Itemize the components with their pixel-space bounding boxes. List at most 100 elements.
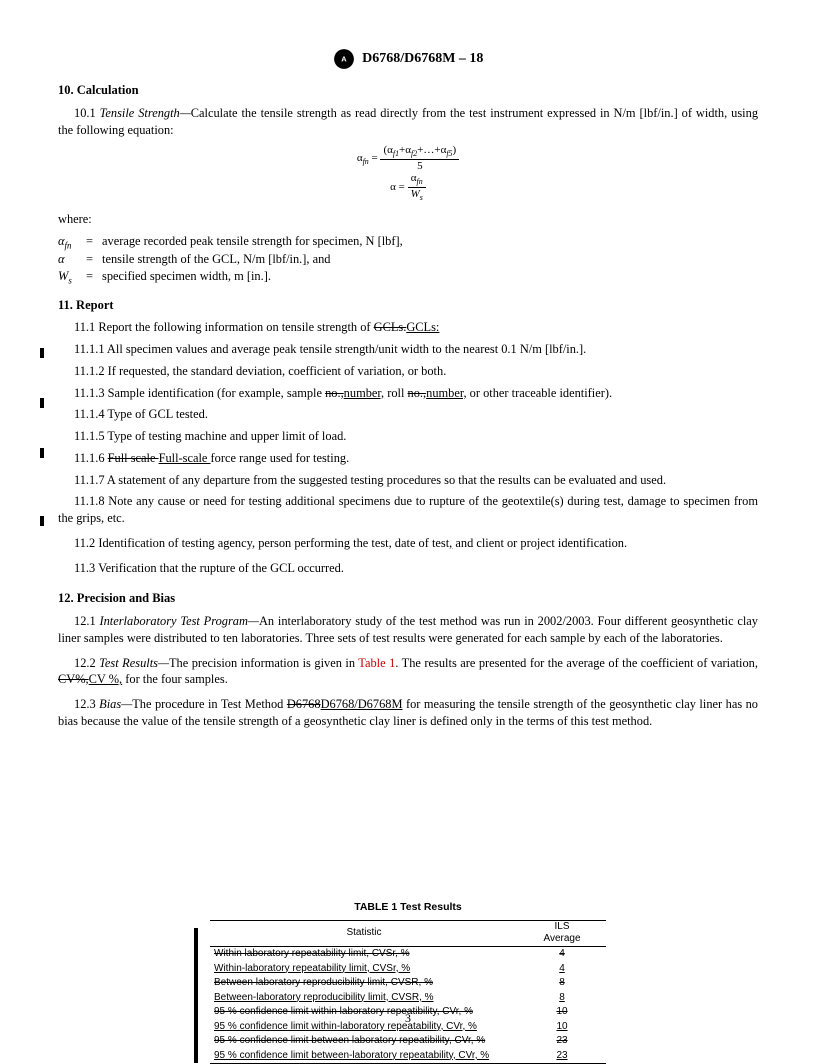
term: Tensile Strength—: [100, 106, 191, 120]
change-bar: [40, 398, 44, 408]
para-11-1-1: 11.1.1 All specimen values and average p…: [58, 341, 758, 358]
t: +α: [399, 144, 411, 156]
strike: GCLs.: [374, 320, 407, 334]
under: Full-scale: [159, 451, 211, 465]
t: ): [453, 144, 457, 156]
change-bar: [40, 516, 44, 526]
cell-statistic: Within-laboratory repeatability limit, C…: [210, 961, 518, 976]
n: 12.3: [74, 697, 99, 711]
cell-value: 8: [518, 990, 606, 1005]
where-row: Ws = specified specimen width, m [in.].: [58, 268, 758, 287]
cell-statistic: Within laboratory repeatability limit, C…: [210, 946, 518, 961]
t: ILSAverage: [543, 921, 580, 944]
sub: fn: [363, 157, 369, 166]
strike: no.,: [325, 386, 344, 400]
n: 12.1: [74, 614, 99, 628]
where-row: αfn = average recorded peak tensile stre…: [58, 233, 758, 252]
table-1-title: TABLE 1 Test Results: [210, 900, 606, 914]
def: specified specimen width, m [in.].: [102, 268, 758, 287]
table-1-wrap: TABLE 1 Test Results Statistic ILSAverag…: [210, 900, 606, 1064]
section-11-head: 11. Report: [58, 297, 758, 314]
sub: s: [68, 276, 71, 286]
eq: =: [86, 268, 102, 287]
para-10-1: 10.1 Tensile Strength—Calculate the tens…: [58, 105, 758, 138]
para-11-1-4: 11.1.4 Type of GCL tested.: [58, 406, 758, 423]
table-row: Within-laboratory repeatability limit, C…: [210, 961, 606, 976]
sym: α: [58, 251, 86, 268]
table-row: Between laboratory reproducibility limit…: [210, 976, 606, 991]
term: Interlaboratory Test Program—: [99, 614, 258, 628]
table-row: Within laboratory repeatability limit, C…: [210, 946, 606, 961]
strike: D6768: [287, 697, 321, 711]
under: GCLs:: [406, 320, 439, 334]
table-1-body: Within laboratory repeatability limit, C…: [210, 946, 606, 1063]
cell-statistic: 95 % confidence limit between laboratory…: [210, 1034, 518, 1049]
para-11-1-8: 11.1.8 Note any cause or need for testin…: [58, 493, 758, 526]
para-12-2: 12.2 Test Results—The precision informat…: [58, 655, 758, 688]
den: 5: [380, 160, 459, 172]
def: average recorded peak tensile strength f…: [102, 233, 758, 252]
where-row: α = tensile strength of the GCL, N/m [lb…: [58, 251, 758, 268]
designation: D6768/D6768M – 18: [362, 51, 483, 66]
strike: no.,: [408, 386, 427, 400]
change-bar: [40, 448, 44, 458]
under: D6768/D6768M: [321, 697, 403, 711]
cell-value: 8: [518, 976, 606, 991]
t: roll: [384, 386, 407, 400]
table-row: Between-laboratory reproducibility limit…: [210, 990, 606, 1005]
t: 11.1 Report the following information on…: [74, 320, 374, 334]
under: number,: [344, 386, 384, 400]
t: . The results are presented for the aver…: [395, 656, 758, 670]
cell-value: 23: [518, 1034, 606, 1049]
t: for the four samples.: [122, 672, 228, 686]
para-12-1: 12.1 Interlaboratory Test Program—An int…: [58, 613, 758, 646]
page-header: A D6768/D6768M – 18: [58, 48, 758, 70]
para-11-3: 11.3 Verification that the rupture of th…: [58, 560, 758, 577]
cell-statistic: Between laboratory reproducibility limit…: [210, 976, 518, 991]
lhs: α =: [390, 181, 405, 193]
para-11-1-5: 11.1.5 Type of testing machine and upper…: [58, 428, 758, 445]
sym: W: [58, 269, 68, 283]
para-11-1-3: 11.1.3 Sample identification (for exampl…: [58, 385, 758, 402]
eq: =: [86, 251, 102, 268]
table-row: 95 % confidence limit between laboratory…: [210, 1034, 606, 1049]
col-statistic: Statistic: [210, 920, 518, 946]
table-1: Statistic ILSAverage Within laboratory r…: [210, 920, 606, 1064]
change-bar: [40, 348, 44, 358]
change-bar: [194, 928, 198, 1063]
t: W: [411, 188, 420, 200]
col-ils-average: ILSAverage: [518, 920, 606, 946]
t: force range used for testing.: [211, 451, 350, 465]
svg-text:A: A: [341, 55, 347, 64]
para-11-1: 11.1 Report the following information on…: [58, 319, 758, 336]
cell-value: 4: [518, 961, 606, 976]
astm-logo-icon: A: [333, 48, 355, 70]
t: (α: [383, 144, 392, 156]
t: 11.1.6: [74, 451, 108, 465]
under: number,: [426, 386, 466, 400]
table-link[interactable]: Table 1: [358, 656, 395, 670]
t: 11.1.3 Sample identification (for exampl…: [74, 386, 325, 400]
eq: =: [86, 233, 102, 252]
term: Bias—: [99, 697, 132, 711]
t: +…+α: [417, 144, 446, 156]
t: The precision information is given in: [169, 656, 358, 670]
para-11-1-7: 11.1.7 A statement of any departure from…: [58, 472, 758, 489]
equations: αfn = (αf1+αf2+…+αf5) 5 α = αfn Ws: [58, 144, 758, 203]
n: 12.2: [74, 656, 99, 670]
para-11-2: 11.2 Identification of testing agency, p…: [58, 535, 758, 552]
where-label: where:: [58, 211, 758, 228]
term: Test Results—: [99, 656, 169, 670]
section-10-head: 10. Calculation: [58, 82, 758, 99]
eq2: α = αfn Ws: [390, 181, 426, 193]
cell-value: 4: [518, 946, 606, 961]
s: s: [420, 193, 423, 202]
strike: Full scale: [108, 451, 159, 465]
page-number: 3: [0, 1010, 816, 1026]
t: and client or project identification.: [452, 536, 627, 550]
para-11-1-6: 11.1.6 Full scale Full-scale force range…: [58, 450, 758, 467]
t: or other traceable identifier).: [467, 386, 613, 400]
cell-statistic: Between-laboratory reproducibility limit…: [210, 990, 518, 1005]
para-11-1-2: 11.1.2 If requested, the standard deviat…: [58, 363, 758, 380]
eq1: αfn = (αf1+αf2+…+αf5) 5: [357, 152, 459, 164]
